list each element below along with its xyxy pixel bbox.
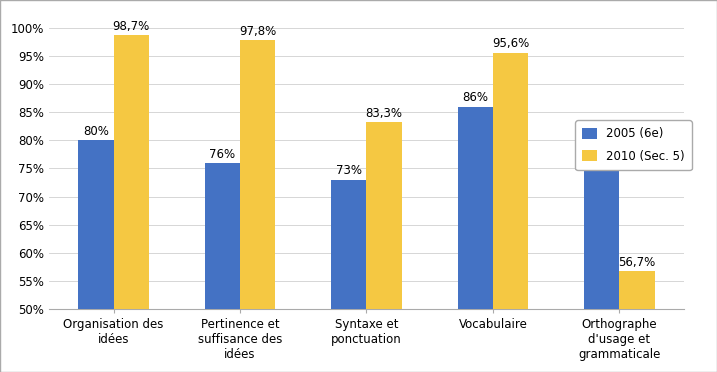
Bar	[78, 140, 113, 372]
Bar	[204, 163, 240, 372]
Text: 77%: 77%	[589, 142, 614, 155]
Text: 56,7%: 56,7%	[619, 256, 656, 269]
Text: 80%: 80%	[83, 125, 109, 138]
Bar	[493, 53, 528, 372]
Bar	[584, 157, 619, 372]
Bar	[619, 271, 655, 372]
Bar	[240, 40, 275, 372]
Text: 86%: 86%	[462, 92, 488, 105]
Bar	[113, 35, 149, 372]
Text: 73%: 73%	[336, 164, 362, 177]
Text: 83,3%: 83,3%	[366, 106, 403, 119]
Text: 76%: 76%	[209, 148, 235, 161]
Bar	[457, 107, 493, 372]
Legend: 2005 (6e), 2010 (Sec. 5): 2005 (6e), 2010 (Sec. 5)	[575, 120, 692, 170]
Bar	[366, 122, 402, 372]
Text: 95,6%: 95,6%	[492, 38, 529, 51]
Text: 98,7%: 98,7%	[113, 20, 150, 33]
Text: 97,8%: 97,8%	[239, 25, 276, 38]
Bar	[331, 180, 366, 372]
